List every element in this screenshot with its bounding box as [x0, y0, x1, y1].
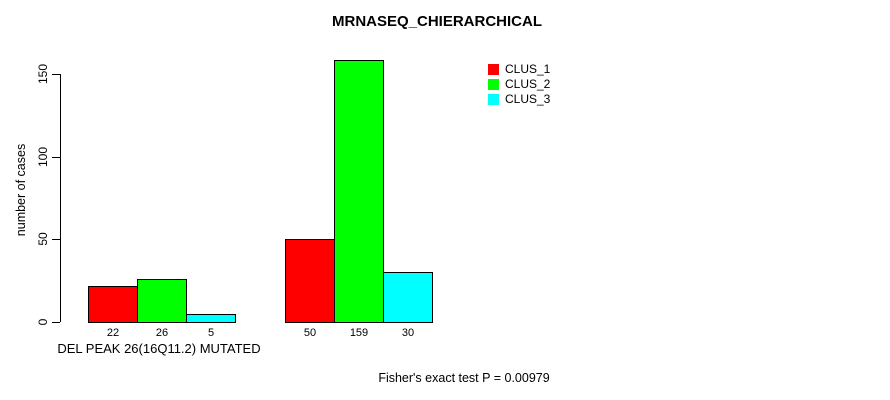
legend-item-clus_2: CLUS_2 [488, 77, 550, 92]
legend-swatch-clus_3 [488, 94, 499, 105]
y-tick-label-150: 150 [36, 63, 50, 85]
legend-swatch-clus_2 [488, 79, 499, 90]
y-tick-label-50: 50 [36, 232, 50, 246]
y-tick-mark-50 [52, 239, 60, 240]
y-axis-line [60, 74, 61, 322]
bar-clus_2-group2 [334, 60, 384, 323]
legend-label-clus_2: CLUS_2 [505, 77, 551, 91]
y-tick-label-0: 0 [36, 318, 50, 326]
bar-clus_1-group1 [88, 286, 138, 323]
chart-title: MRNASEQ_CHIERARCHICAL [331, 13, 543, 30]
y-tick-label-100: 100 [36, 146, 50, 168]
y-tick-mark-0 [52, 322, 60, 323]
bar-clus_2-group1 [137, 279, 187, 323]
legend: CLUS_1 CLUS_2 CLUS_3 [488, 62, 550, 107]
legend-label-clus_1: CLUS_1 [505, 62, 551, 76]
y-tick-mark-100 [52, 157, 60, 158]
bar-value-label-clus_1-group1: 22 [106, 327, 120, 339]
legend-swatch-clus_1 [488, 64, 499, 75]
bar-value-label-clus_1-group2: 50 [303, 327, 317, 339]
x-axis-label: DEL PEAK 26(16Q11.2) MUTATED [57, 341, 261, 356]
y-axis-label: number of cases [14, 143, 28, 237]
bar-value-label-clus_3-group1: 5 [207, 327, 215, 339]
bar-value-label-clus_2-group1: 26 [155, 327, 169, 339]
y-tick-mark-150 [52, 74, 60, 75]
bar-clus_1-group2 [285, 239, 335, 323]
bar-clus_3-group2 [383, 272, 433, 323]
bar-clus_3-group1 [186, 314, 236, 323]
legend-item-clus_1: CLUS_1 [488, 62, 550, 77]
legend-label-clus_3: CLUS_3 [505, 92, 551, 106]
bar-value-label-clus_2-group2: 159 [349, 327, 369, 339]
bar-value-label-clus_3-group2: 30 [401, 327, 415, 339]
legend-item-clus_3: CLUS_3 [488, 92, 550, 107]
fisher-test-annotation: Fisher's exact test P = 0.00979 [378, 371, 550, 385]
